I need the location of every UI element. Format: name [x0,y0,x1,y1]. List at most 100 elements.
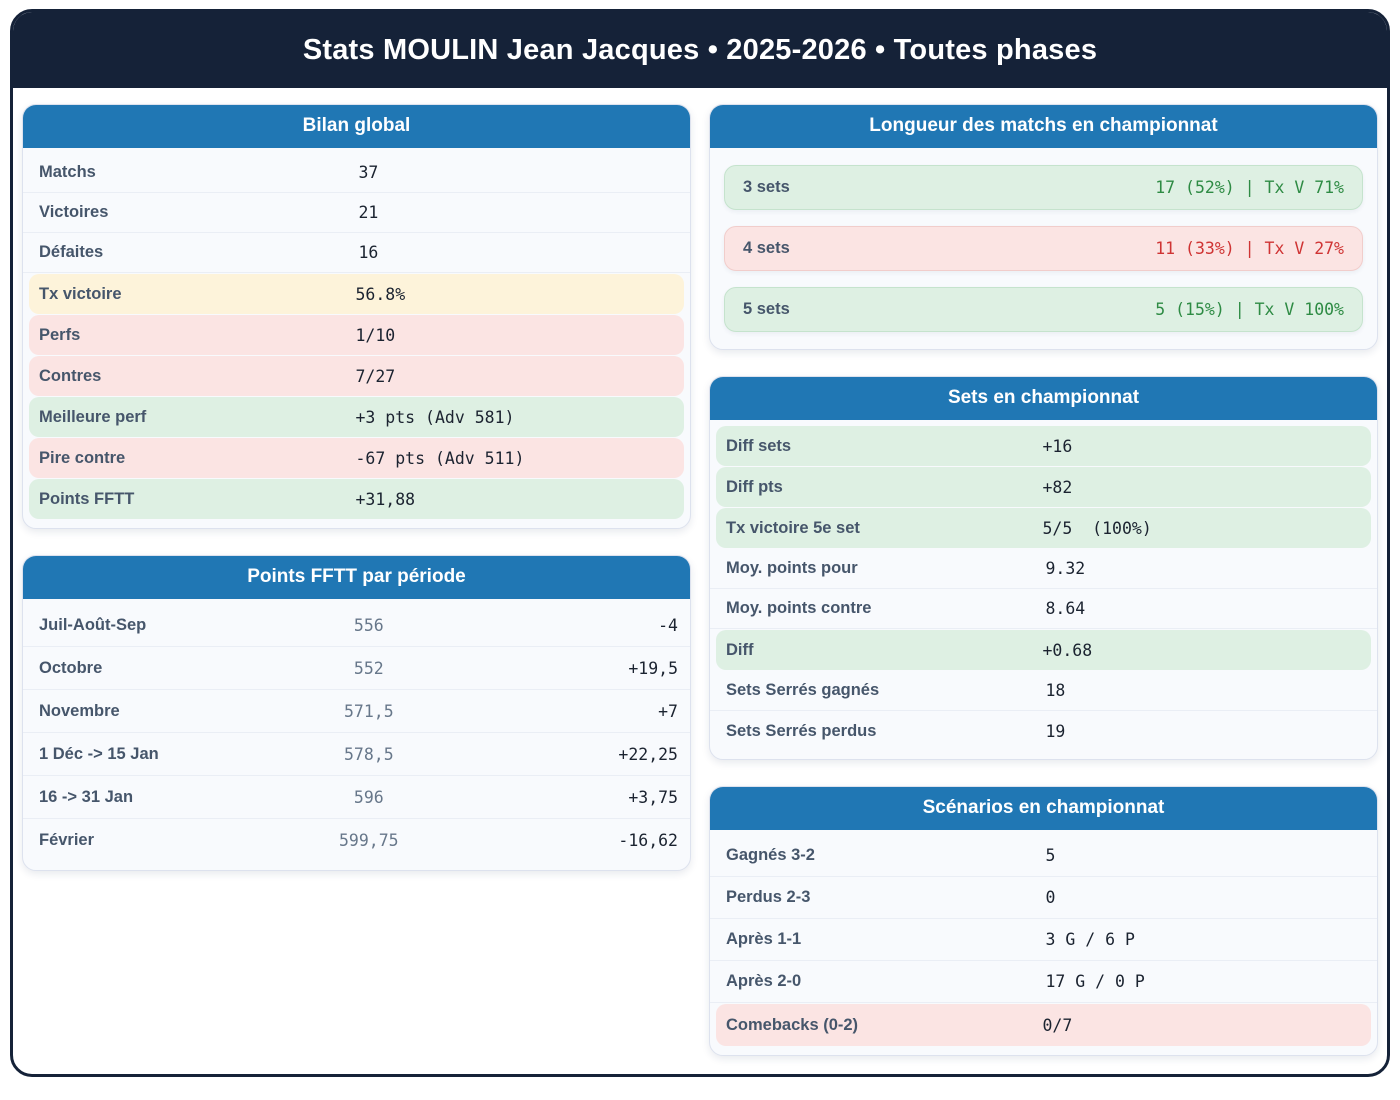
row-value: +31,88 [355,489,416,509]
row-label: Moy. points pour [726,559,858,577]
row-value: 7/27 [355,366,396,386]
card-scenarios-championnat: Scénarios en championnat Gagnés 3-2 5 Perd… [709,786,1378,1056]
card-sets-championnat-title: Sets en championnat [710,377,1377,420]
row-value: 21 [358,203,379,222]
row-label: Tx victoire [39,284,122,303]
card-sets-championnat: Sets en championnat Diff sets +16 Diff pts… [709,376,1378,760]
match-length-row: 5 sets 5 (15%) | Tx V 100% [724,287,1363,332]
left-column: Bilan global Matchs 37 Victoires 21 Défaites… [22,104,691,1056]
card-bilan-global-title: Bilan global [23,105,690,148]
bilan-global-rows: Matchs 37 Victoires 21 Défaites 16 Tx victoire… [23,148,690,528]
row-value: -67 pts (Adv 511) [355,448,525,468]
scenarios-championnat-rows: Gagnés 3-2 5 Perdus 2-3 0 Après 1-1 3 G / 6 P… [710,830,1377,1055]
row-label: Comebacks (0-2) [726,1015,859,1034]
stat-row: Perfs 1/10 [29,315,684,355]
row-value: 571,5 [343,701,394,721]
row-value: 5 (15%) | Tx V 100% [1155,300,1344,319]
row-value: 11 (33%) | Tx V 27% [1155,239,1344,258]
row-label: Perfs [39,325,81,344]
row-value: 578,5 [343,744,394,764]
row-delta: +22,25 [618,744,678,764]
row-label: Points FFTT [39,489,135,508]
row-label: Après 1-1 [726,930,802,948]
row-label: Novembre [39,701,120,720]
row-label: Défaites [39,243,104,261]
row-value: 0/7 [1042,1015,1073,1035]
stat-row: Octobre 552 +19,5 [23,647,690,690]
row-value: 0 [1045,888,1056,907]
stat-row: Novembre 571,5 +7 [23,690,690,733]
row-label: Moy. points contre [726,599,872,617]
row-label: Sets Serrés gagnés [726,681,880,699]
row-label: Gagnés 3-2 [726,846,815,864]
row-label: Sets Serrés perdus [726,721,877,740]
row-label: Meilleure perf [39,407,147,426]
row-label: Pire contre [39,448,126,467]
stat-row: Victoires 21 [23,193,690,233]
card-bilan-global: Bilan global Matchs 37 Victoires 21 Défaites… [22,104,691,529]
stat-row: 1 Déc -> 15 Jan 578,5 +22,25 [23,733,690,776]
row-label: Contres [39,366,102,385]
row-label: Perdus 2-3 [726,888,811,906]
row-value: 599,75 [338,831,399,850]
card-points-fftt-periode-title: Points FFTT par période [23,556,690,599]
stat-row: Après 2-0 17 G / 0 P [710,961,1377,1003]
stat-row: Pire contre -67 pts (Adv 511) [29,438,684,478]
stat-row: Perdus 2-3 0 [710,877,1377,919]
row-value: 17 G / 0 P [1045,972,1145,991]
row-value: 16 [358,243,379,262]
row-delta: -16,62 [618,831,678,850]
stat-row: Diff +0.68 [716,630,1371,670]
row-value: 556 [353,615,384,635]
row-label: Diff sets [726,436,792,455]
stat-row: Sets Serrés gagnés 18 [710,671,1377,711]
row-value: 552 [353,658,384,678]
stat-row: Tx victoire 5e set 5/5 (100%) [716,508,1371,548]
row-value: 5/5 (100%) [1042,518,1152,538]
row-value: 18 [1045,681,1066,700]
stat-row: Février 599,75 -16,62 [23,819,690,862]
row-value: +0.68 [1042,640,1093,660]
page-header: Stats MOULIN Jean Jacques • 2025-2026 • … [13,12,1387,88]
right-column: Longueur des matchs en championnat 3 set… [709,104,1378,1056]
stat-row: Moy. points pour 9.32 [710,549,1377,589]
stats-page: Stats MOULIN Jean Jacques • 2025-2026 • … [10,9,1390,1077]
stat-row: Après 1-1 3 G / 6 P [710,919,1377,961]
card-longueur-matchs-title: Longueur des matchs en championnat [710,105,1377,148]
stat-row: Contres 7/27 [29,356,684,396]
stat-row: Comebacks (0-2) 0/7 [716,1004,1371,1046]
stat-row: Meilleure perf +3 pts (Adv 581) [29,397,684,437]
row-label: Octobre [39,658,103,677]
page-title: Stats MOULIN Jean Jacques • 2025-2026 • … [302,33,1098,66]
row-value: +82 [1042,477,1073,497]
row-label: 3 sets [743,178,790,196]
points-fftt-periode-rows: Juil-Août-Sep 556 -4 Octobre 552 +19,5 Novembr… [23,599,690,870]
card-scenarios-championnat-title: Scénarios en championnat [710,787,1377,830]
row-value: +16 [1042,436,1073,456]
row-delta: +3,75 [628,787,678,807]
row-label: 16 -> 31 Jan [39,787,134,806]
row-label: Après 2-0 [726,972,802,990]
stat-row: 16 -> 31 Jan 596 +3,75 [23,776,690,819]
row-label: Victoires [39,203,109,221]
sets-championnat-rows: Diff sets +16 Diff pts +82 Tx victoire 5e se… [710,420,1377,759]
row-label: Matchs [39,163,96,181]
content-area: Bilan global Matchs 37 Victoires 21 Défaites… [13,88,1387,1074]
row-value: +3 pts (Adv 581) [355,407,515,427]
match-length-row: 4 sets 11 (33%) | Tx V 27% [724,226,1363,271]
row-value: 9.32 [1045,559,1086,578]
stat-row: Points FFTT +31,88 [29,479,684,519]
stat-row: Tx victoire 56.8% [29,274,684,314]
card-points-fftt-periode: Points FFTT par période Juil-Août-Sep 556… [22,555,691,871]
row-label: Juil-Août-Sep [39,615,147,634]
row-value: 8.64 [1045,599,1086,618]
match-length-row: 3 sets 17 (52%) | Tx V 71% [724,165,1363,210]
row-label: Diff [726,640,754,659]
longueur-matchs-rows: 3 sets 17 (52%) | Tx V 71% 4 sets 11 (33%) … [710,148,1377,349]
row-value: 1/10 [355,325,396,345]
row-label: 4 sets [743,239,790,257]
row-value: 37 [358,163,379,182]
stat-row: Diff pts +82 [716,467,1371,507]
row-value: 596 [353,787,384,807]
row-label: Diff pts [726,477,783,496]
